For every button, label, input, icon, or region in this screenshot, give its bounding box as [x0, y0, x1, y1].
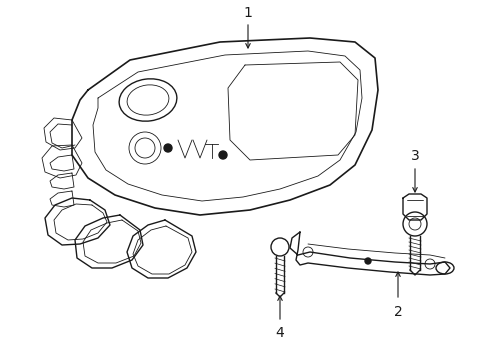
Polygon shape [50, 191, 74, 207]
Polygon shape [50, 155, 74, 171]
Text: 1: 1 [243, 6, 252, 20]
Polygon shape [75, 215, 142, 268]
Polygon shape [44, 118, 82, 150]
Circle shape [364, 258, 370, 264]
Polygon shape [227, 62, 357, 160]
Polygon shape [50, 173, 74, 189]
Polygon shape [45, 198, 110, 245]
Polygon shape [93, 51, 361, 201]
Circle shape [219, 151, 226, 159]
Polygon shape [42, 145, 82, 178]
Text: 3: 3 [410, 149, 419, 163]
Polygon shape [72, 38, 377, 215]
Polygon shape [127, 220, 196, 278]
Text: 2: 2 [393, 305, 402, 319]
Circle shape [163, 144, 172, 152]
Polygon shape [402, 194, 426, 220]
Text: 4: 4 [275, 326, 284, 340]
Polygon shape [289, 232, 449, 275]
